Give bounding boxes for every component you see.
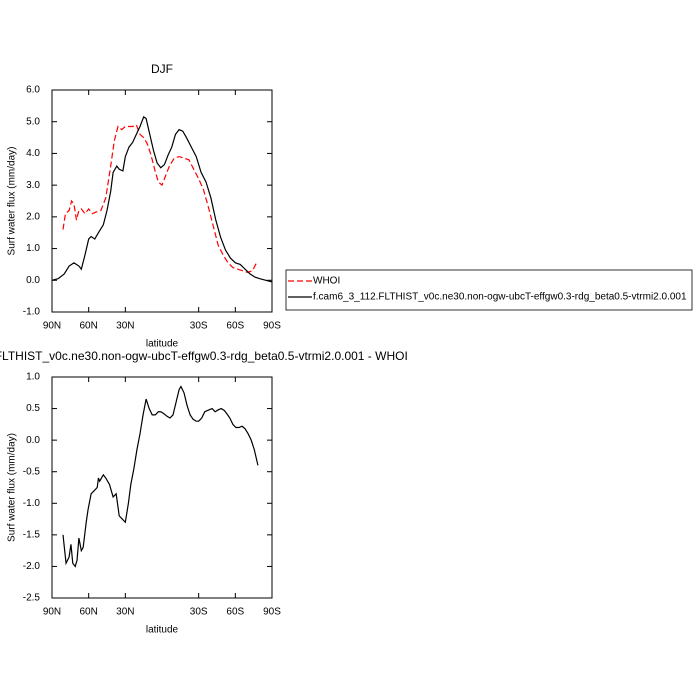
y-tick-label: 4.0 xyxy=(26,148,40,159)
plot-frame xyxy=(51,376,273,599)
x-axis-label: latitude xyxy=(146,625,179,636)
y-tick-label: 3.0 xyxy=(26,180,40,191)
chart-title: f.cam6_3_112.FLTHIST_v0c.ne30.non-ogw-ub… xyxy=(0,349,408,363)
x-tick-label: 60S xyxy=(226,321,244,332)
chart-title: DJF xyxy=(151,62,173,76)
x-axis-label: latitude xyxy=(146,339,179,350)
data-line xyxy=(62,124,258,273)
y-axis-label: Surf water flux (mm/day) xyxy=(7,147,18,256)
y-tick-label: -1.0 xyxy=(23,498,41,509)
y-tick-label: -1.5 xyxy=(23,529,41,540)
y-tick-label: 1.0 xyxy=(26,372,40,383)
y-tick-label: 5.0 xyxy=(26,116,40,127)
y-tick-label: 2.0 xyxy=(26,211,40,222)
legend-label: WHOI xyxy=(313,276,340,287)
x-tick-label: 60N xyxy=(79,607,97,618)
y-axis-label: Surf water flux (mm/day) xyxy=(7,433,18,542)
x-tick-label: 90S xyxy=(263,607,281,618)
legend-label: f.cam6_3_112.FLTHIST_v0c.ne30.non-ogw-ub… xyxy=(313,292,687,303)
x-tick-label: 30N xyxy=(116,321,134,332)
x-tick-label: 60S xyxy=(226,607,244,618)
y-tick-label: 1.0 xyxy=(26,243,40,254)
x-tick-label: 90N xyxy=(43,321,61,332)
y-tick-label: 0.5 xyxy=(26,403,40,414)
x-tick-label: 90N xyxy=(43,607,61,618)
y-tick-label: -0.5 xyxy=(23,466,41,477)
data-line xyxy=(51,116,273,283)
x-tick-label: 30N xyxy=(116,607,134,618)
y-tick-label: -1.0 xyxy=(23,307,41,318)
x-tick-label: 30S xyxy=(190,321,208,332)
x-tick-label: 30S xyxy=(190,607,208,618)
y-tick-label: -2.0 xyxy=(23,561,41,572)
y-tick-label: 0.0 xyxy=(26,275,40,286)
x-tick-label: 60N xyxy=(79,321,97,332)
legend-box xyxy=(285,269,693,311)
data-line xyxy=(62,385,259,568)
y-tick-label: 0.0 xyxy=(26,435,40,446)
x-tick-label: 90S xyxy=(263,321,281,332)
y-tick-label: -2.5 xyxy=(23,593,41,604)
y-tick-label: 6.0 xyxy=(26,85,40,96)
plot-frame xyxy=(51,89,273,313)
